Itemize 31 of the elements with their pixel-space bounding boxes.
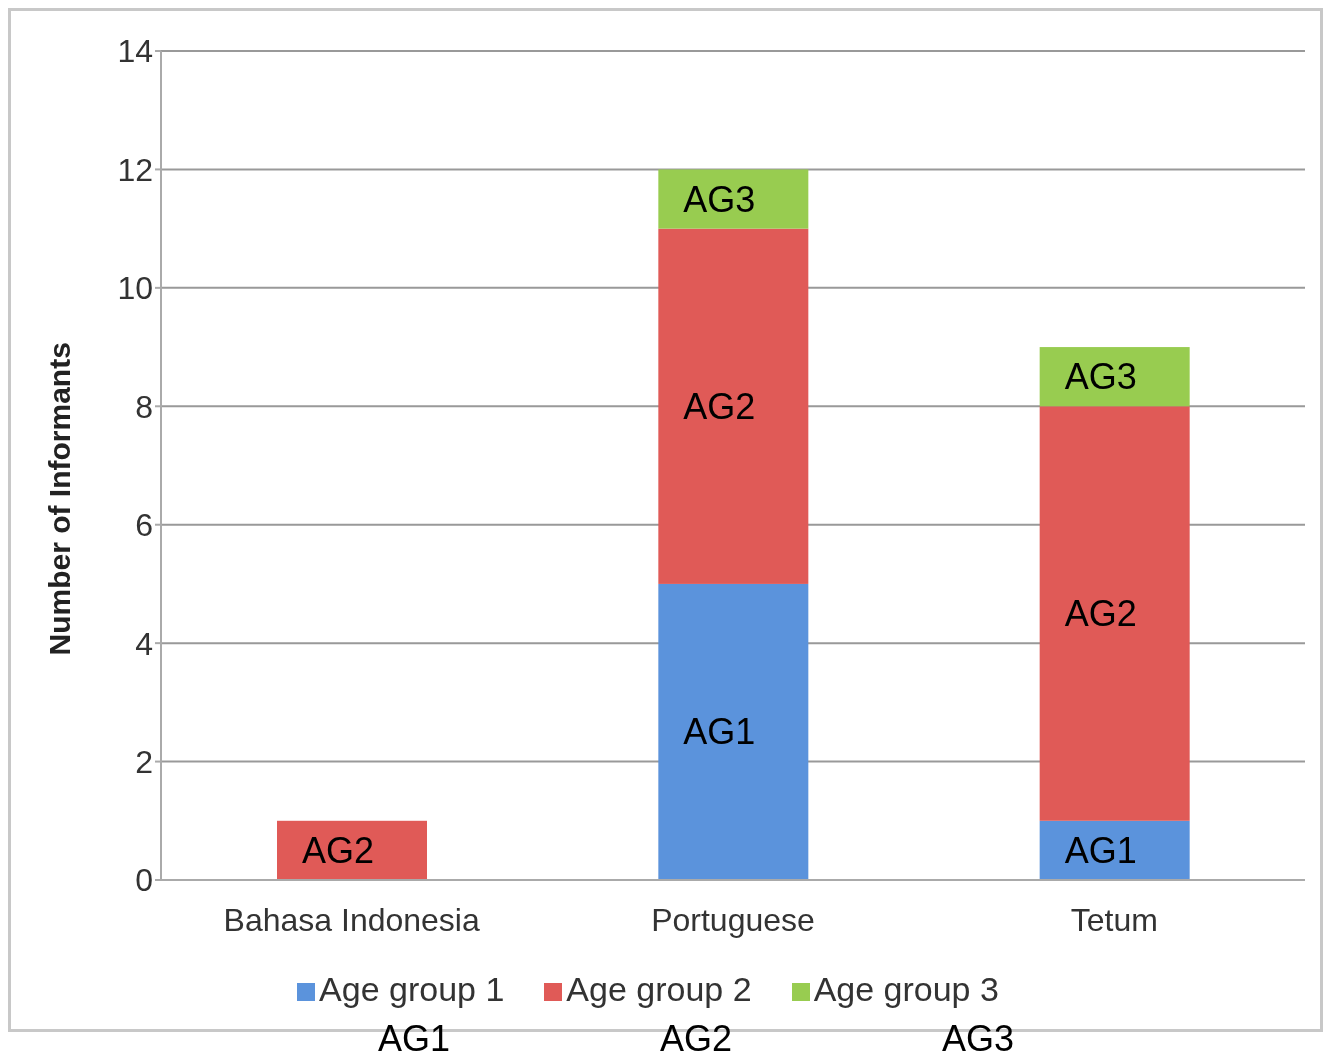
bar xyxy=(658,228,809,584)
legend-label: Age group 3 xyxy=(813,970,999,1008)
x-tick-label: Bahasa Indonesia xyxy=(223,901,480,938)
x-tick-label: Portuguese xyxy=(651,901,815,938)
text: AG1 xyxy=(378,1018,451,1059)
y-tick-label: 12 xyxy=(117,151,153,188)
data-label: AG2 xyxy=(1064,593,1137,635)
bar xyxy=(1039,820,1190,880)
bar xyxy=(1039,406,1190,821)
y-tick-label: 14 xyxy=(117,33,153,70)
y-tick-label: 10 xyxy=(117,270,153,307)
text: AG2 xyxy=(660,1018,733,1059)
data-label: AG1 xyxy=(683,711,756,753)
bar xyxy=(658,169,809,229)
x-tick-label: Tetum xyxy=(1070,901,1158,938)
y-tick-label: 6 xyxy=(135,507,153,544)
data-label: AG2 xyxy=(301,829,375,871)
legend-label: Age group 1 xyxy=(319,970,505,1008)
y-tick-label: 2 xyxy=(135,743,153,780)
y-tick-label: 0 xyxy=(135,862,153,899)
y-tick-label: 4 xyxy=(135,625,153,662)
bar xyxy=(1039,347,1190,407)
y-tick-label: 8 xyxy=(135,388,153,425)
text: AG3 xyxy=(942,1018,1015,1059)
y-axis-title: Number of Informants xyxy=(42,342,76,656)
data-label: AG2 xyxy=(683,385,756,427)
legend-label: Age group 2 xyxy=(566,970,752,1008)
data-label: AG3 xyxy=(683,178,756,220)
data-label: AG1 xyxy=(1064,829,1137,871)
bar xyxy=(658,583,809,880)
data-label: AG3 xyxy=(1064,356,1137,398)
